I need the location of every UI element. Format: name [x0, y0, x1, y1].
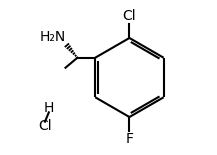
Text: Cl: Cl	[123, 9, 136, 23]
Text: Cl: Cl	[38, 119, 52, 133]
Text: F: F	[125, 132, 133, 146]
Text: H: H	[44, 102, 54, 115]
Text: H₂N: H₂N	[40, 31, 66, 44]
